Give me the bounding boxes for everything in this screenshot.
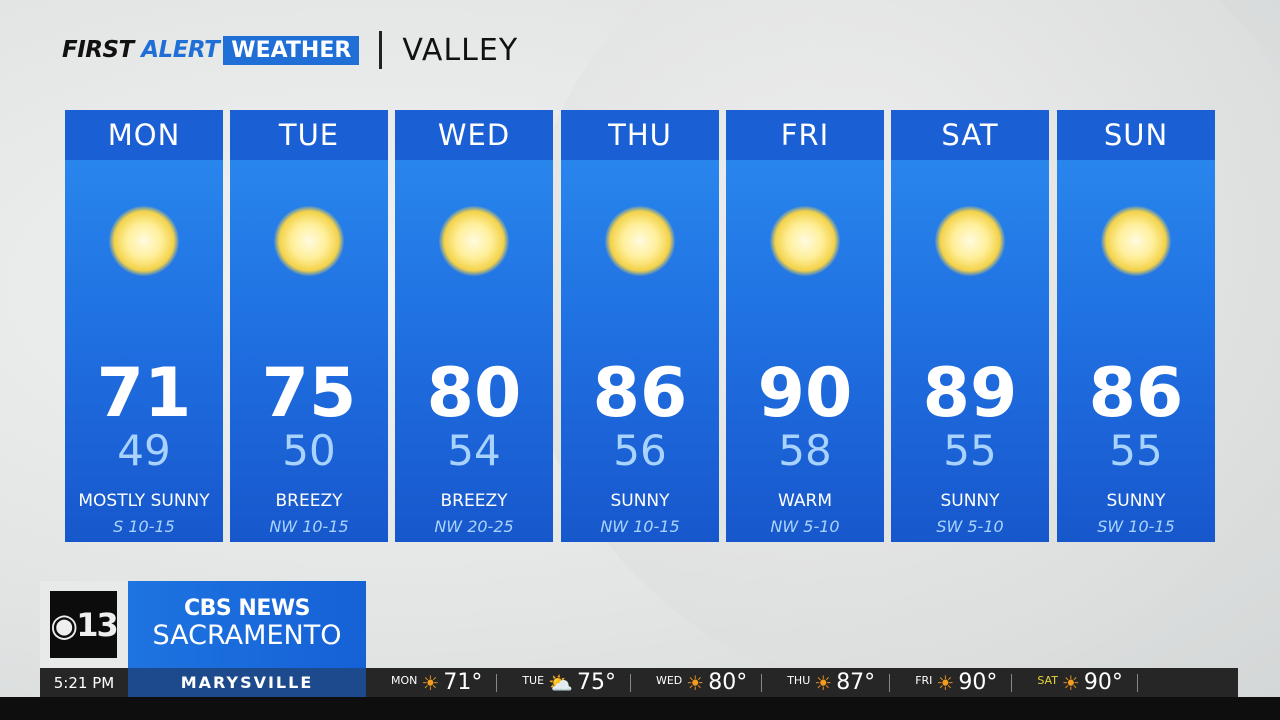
- ticker-day: TUE: [522, 674, 545, 687]
- clock: 5:21 PM: [53, 673, 115, 692]
- sun-icon: [935, 206, 1005, 276]
- forecast-card-wed: WED 80 54 BREEZY NW 20-25: [395, 110, 553, 542]
- sun-icon: [109, 206, 179, 276]
- high-temp: 80: [426, 354, 522, 433]
- region-title: VALLEY: [402, 32, 519, 68]
- condition: BREEZY: [440, 491, 508, 511]
- sun-icon: [605, 206, 675, 276]
- condition: SUNNY: [1106, 491, 1166, 511]
- forecast-card-sun: SUN 86 55 SUNNY SW 10-15: [1057, 110, 1215, 542]
- ticker-day: SAT: [1037, 674, 1058, 687]
- day-label: FRI: [726, 110, 884, 160]
- ticker-day: WED: [655, 674, 683, 687]
- cbs13-logo: ◉ 13: [50, 591, 119, 658]
- condition: SUNNY: [940, 491, 1000, 511]
- low-temp: 49: [117, 426, 171, 475]
- high-temp: 86: [1088, 354, 1184, 433]
- ticker-item-fri: FRI ☀ 90°: [915, 670, 1013, 695]
- sun-icon: ☀: [421, 670, 440, 695]
- sun-icon: [274, 206, 344, 276]
- wind: S 10-15: [113, 517, 175, 536]
- wind: NW 10-15: [600, 517, 680, 536]
- sun-icon: ☀: [936, 670, 955, 695]
- brand-logo: FIRST ALERT: [62, 37, 220, 63]
- separator: [1011, 673, 1013, 692]
- low-temp: 54: [447, 426, 501, 475]
- low-temp: 58: [778, 426, 832, 475]
- bottom-strip: [0, 697, 1280, 720]
- low-temp: 55: [1109, 426, 1163, 475]
- low-temp: 50: [282, 426, 336, 475]
- divider: [379, 31, 383, 69]
- condition: WARM: [778, 491, 832, 511]
- high-temp: 89: [922, 354, 1018, 433]
- forecast-card-sat: SAT 89 55 SUNNY SW 5-10: [891, 110, 1049, 542]
- day-label: TUE: [230, 110, 388, 160]
- wind: NW 10-15: [269, 517, 349, 536]
- high-temp: 71: [96, 354, 192, 433]
- sun-icon: [439, 206, 509, 276]
- ticker-day: MON: [391, 674, 418, 687]
- ticker-temp: 90°: [1083, 670, 1123, 695]
- day-label: SUN: [1057, 110, 1215, 160]
- sun-icon: [770, 206, 840, 276]
- forecast-card-thu: THU 86 56 SUNNY NW 10-15: [561, 110, 719, 542]
- partly-cloudy-icon: ⛅: [548, 670, 573, 695]
- ticker-temp: 90°: [958, 670, 998, 695]
- wind: NW 20-25: [434, 517, 514, 536]
- ticker-day: THU: [787, 674, 811, 687]
- forecast-card-fri: FRI 90 58 WARM NW 5-10: [726, 110, 884, 542]
- separator: [889, 673, 891, 692]
- ticker-item-tue: TUE ⛅ 75°: [522, 670, 631, 695]
- separator: [761, 673, 763, 692]
- ticker-temp: 75°: [576, 670, 616, 695]
- forecast-card-mon: MON 71 49 MOSTLY SUNNY S 10-15: [65, 110, 223, 542]
- forecast-card-tue: TUE 75 50 BREEZY NW 10-15: [230, 110, 388, 542]
- wind: NW 5-10: [770, 517, 840, 536]
- ticker-day: FRI: [915, 674, 933, 687]
- sun-icon: ☀: [1061, 670, 1080, 695]
- sun-icon: [1101, 206, 1171, 276]
- day-label: THU: [561, 110, 719, 160]
- network-name: CBS NEWS: [184, 596, 310, 621]
- day-label: MON: [65, 110, 223, 160]
- high-temp: 86: [592, 354, 688, 433]
- brand-weather: WEATHER: [223, 35, 360, 65]
- high-temp: 90: [757, 354, 853, 433]
- low-temp: 56: [613, 426, 667, 475]
- separator: [496, 673, 498, 692]
- header: FIRST ALERT WEATHER VALLEY: [62, 30, 518, 70]
- high-temp: 75: [261, 354, 357, 433]
- ticker-bar: 5:21 PM MARYSVILLE MON ☀ 71° TUE ⛅ 75° W…: [40, 668, 1238, 697]
- ticker-item-sat: SAT ☀ 90°: [1037, 670, 1138, 695]
- sun-icon: ☀: [814, 670, 833, 695]
- ticker-temp: 87°: [836, 670, 876, 695]
- separator: [1136, 673, 1138, 692]
- station-city: SACRAMENTO: [152, 620, 342, 651]
- ticker-temp: 71°: [443, 670, 483, 695]
- cbs-news-sacramento-banner: CBS NEWS SACRAMENTO: [128, 581, 366, 668]
- ticker-item-thu: THU ☀ 87°: [787, 670, 891, 695]
- ticker-item-mon: MON ☀ 71°: [391, 670, 498, 695]
- condition: BREEZY: [275, 491, 343, 511]
- day-label: SAT: [891, 110, 1049, 160]
- wind: SW 10-15: [1097, 517, 1175, 536]
- wind: SW 5-10: [936, 517, 1004, 536]
- low-temp: 55: [943, 426, 997, 475]
- ticker-temp: 80°: [708, 670, 748, 695]
- sun-icon: ☀: [686, 670, 705, 695]
- condition: SUNNY: [610, 491, 670, 511]
- ticker-location: MARYSVILLE: [128, 668, 366, 697]
- condition: MOSTLY SUNNY: [78, 491, 210, 511]
- separator: [629, 673, 631, 692]
- day-label: WED: [395, 110, 553, 160]
- ticker-item-wed: WED ☀ 80°: [655, 670, 763, 695]
